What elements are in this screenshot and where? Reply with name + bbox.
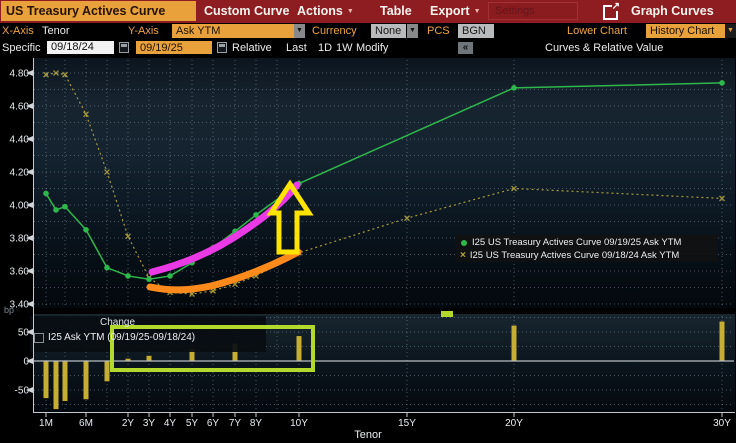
last-button[interactable]: Last <box>286 42 307 54</box>
pcs-label: PCS <box>427 25 450 37</box>
series-x-marker-icon: × <box>460 250 466 261</box>
drawn-annotations <box>110 179 453 372</box>
series-checkbox[interactable] <box>34 332 44 343</box>
lower-chart-label: Lower Chart <box>567 25 627 37</box>
y-axis-select[interactable]: Ask YTM <box>172 24 294 38</box>
chevron-down-icon: ▼ <box>473 8 481 15</box>
lower-chart-select[interactable]: History Chart <box>646 24 725 38</box>
settings-button-disabled: Settings <box>488 2 578 20</box>
legend-item-previous[interactable]: × I25 US Treasury Actives Curve 09/18/24… <box>460 250 680 261</box>
lower-series-label: I25 Ask YTM (09/19/25-09/18/24) <box>48 332 196 343</box>
svg-text:1M: 1M <box>39 418 53 429</box>
svg-text:30Y: 30Y <box>713 418 731 429</box>
chevron-down-icon[interactable]: ▼ <box>407 24 418 38</box>
svg-text:2Y: 2Y <box>122 418 135 429</box>
relative-tab[interactable]: Relative <box>232 42 272 54</box>
svg-text:6Y: 6Y <box>207 418 220 429</box>
specific-label: Specific <box>2 42 41 54</box>
svg-text:7Y: 7Y <box>229 418 242 429</box>
calendar-icon[interactable] <box>217 42 227 53</box>
y-axis-label: Y-Axis <box>128 25 159 37</box>
currency-select[interactable]: None <box>371 24 406 38</box>
date-from-input[interactable]: 09/18/24 <box>47 41 114 54</box>
svg-text:10Y: 10Y <box>290 418 308 429</box>
svg-text:4.20: 4.20 <box>10 168 30 179</box>
svg-text:0: 0 <box>23 357 29 368</box>
menu-graph-curves[interactable]: Graph Curves <box>631 4 714 18</box>
legend-item-current[interactable]: I25 US Treasury Actives Curve 09/19/25 A… <box>459 236 718 249</box>
calendar-icon[interactable] <box>119 42 129 53</box>
menu-table[interactable]: Table <box>380 4 412 18</box>
menu-actions[interactable]: Actions ▼ <box>297 4 354 18</box>
x-axis-title: Tenor <box>354 429 382 441</box>
chevron-down-icon[interactable]: ▼ <box>725 24 736 38</box>
range-1d-button[interactable]: 1D <box>318 42 333 54</box>
svg-text:-50: -50 <box>15 386 30 397</box>
axis-controls-row: X-Axis Tenor Y-Axis Ask YTM ▼ Currency N… <box>0 23 736 40</box>
svg-text:3.60: 3.60 <box>10 267 30 278</box>
section-title: Curves & Relative Value <box>545 42 664 54</box>
menu-custom-curve[interactable]: Custom Curve <box>204 4 290 18</box>
series-dot-marker-icon <box>461 239 467 246</box>
svg-text:15Y: 15Y <box>398 418 416 429</box>
collapse-button[interactable]: « <box>458 42 473 54</box>
lower-axis-unit: bp <box>4 305 15 315</box>
pcs-select[interactable]: BGN <box>458 24 494 38</box>
date-controls-row: Specific 09/18/24 09/19/25 Relative Last… <box>0 40 736 56</box>
svg-text:4.00: 4.00 <box>10 201 30 212</box>
main-plot-background <box>34 58 735 308</box>
modify-button[interactable]: Modify <box>356 42 389 54</box>
range-1w-button[interactable]: 1W <box>336 42 353 54</box>
chevron-down-icon[interactable]: ▼ <box>294 24 305 38</box>
x-axis-value[interactable]: Tenor <box>42 25 70 37</box>
svg-text:4.80: 4.80 <box>10 69 30 80</box>
svg-text:4.40: 4.40 <box>10 135 30 146</box>
x-axis-label: X-Axis <box>2 25 34 37</box>
chart-legend: I25 US Treasury Actives Curve 09/19/25 A… <box>455 235 718 262</box>
top-menu-bar: US Treasury Actives Curve Custom Curve A… <box>0 0 736 23</box>
function-title[interactable]: US Treasury Actives Curve <box>1 1 196 21</box>
svg-text:3.40: 3.40 <box>10 300 30 311</box>
lower-chart-title: Change <box>100 317 136 328</box>
svg-text:4Y: 4Y <box>164 418 177 429</box>
currency-label: Currency <box>312 25 357 37</box>
lower-chart-header: Change I25 Ask YTM (09/19/25-09/18/24) <box>30 316 266 352</box>
chart-axes: 4.80 4.60 4.40 4.20 4.00 3.80 3.60 3.40 50 0 -50 1M… <box>10 58 735 429</box>
svg-text:20Y: 20Y <box>505 418 523 429</box>
share-export-icon[interactable] <box>603 1 620 20</box>
svg-text:8Y: 8Y <box>250 418 263 429</box>
svg-text:50: 50 <box>18 328 30 339</box>
svg-text:4.60: 4.60 <box>10 102 30 113</box>
change-bar-chart <box>30 316 734 410</box>
svg-text:6M: 6M <box>79 418 93 429</box>
date-to-input[interactable]: 09/19/25 <box>136 41 212 54</box>
menu-export[interactable]: Export ▼ <box>430 4 481 18</box>
svg-text:3.80: 3.80 <box>10 234 30 245</box>
svg-text:3Y: 3Y <box>143 418 156 429</box>
svg-text:5Y: 5Y <box>186 418 199 429</box>
chevron-down-icon: ▼ <box>346 8 354 15</box>
